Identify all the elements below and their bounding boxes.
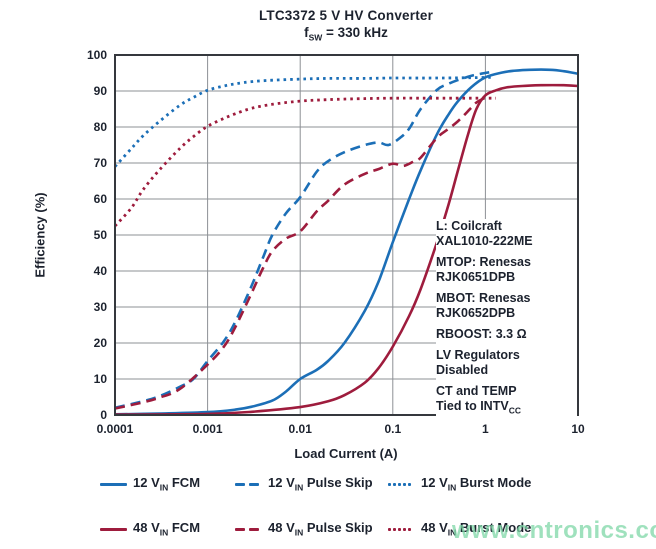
annotation-line: RJK0651DPB [436,270,577,285]
legend-item-48vin-fcm: 48 VIN FCM [100,520,201,538]
curve-12vin-pulse-skip [114,71,490,410]
x-tick-label: 0.1 [384,422,401,436]
curve-12vin-fcm [114,68,579,416]
chart-subtitle: fSW = 330 kHz [36,25,656,43]
curve-12vin-burst-mode [113,75,493,168]
annotation-line: L: Coilcraft [436,219,577,234]
annotation-text: Tied to INTV [436,399,509,413]
y-tick-label: 0 [100,408,107,422]
subtitle-symbol: f [304,25,309,40]
x-tick-label: 10 [571,422,585,436]
x-tick-label: 0.0001 [97,422,134,436]
annotation-text: MBOT: Renesas [436,291,531,305]
chart-title: LTC3372 5 V HV Converter [258,8,434,23]
legend-item-12vin-burst-mode: 12 VIN Burst Mode [388,475,532,493]
x-tick-label: 1 [482,422,489,436]
legend-item-48vin-burst-mode: 48 VIN Burst Mode [388,520,532,538]
annotation-text: RJK0651DPB [436,270,516,284]
annotation-line: Tied to INTVCC [436,399,577,419]
y-tick-label: 40 [94,264,108,278]
legend-item-12vin-pulse-skip: 12 VIN Pulse Skip [235,475,373,493]
curve-48vin-burst-mode [113,96,496,227]
legend-label: 12 VIN Pulse Skip [268,475,373,493]
subtitle-value: = 330 kHz [322,25,388,40]
annotation-text: Disabled [436,363,489,377]
y-tick-label: 30 [94,300,108,314]
annotation-line: RBOOST: 3.3 Ω [436,327,577,342]
y-tick-label: 100 [87,48,107,62]
plot-border [114,54,579,416]
y-tick-label: 70 [94,156,108,170]
y-tick-label: 80 [94,120,108,134]
annotation-line: Disabled [436,363,577,378]
legend-line-sample-dotted [388,527,415,531]
y-tick-label: 50 [94,228,108,242]
annotation-subscript: CC [508,405,521,416]
x-tick-label: 0.01 [289,422,313,436]
annotation-line: XAL1010-222ME [436,234,577,249]
annotation-text: CT and TEMP [436,384,517,398]
subtitle-subscript: SW [308,32,323,43]
chart-annotation: L: Coilcraft XAL1010-222ME MTOP: Renesas RJ… [436,219,577,419]
legend-item-12vin-fcm: 12 VIN FCM [100,475,201,493]
legend-line-sample-dashed [235,527,262,531]
annotation-line: MBOT: Renesas [436,291,577,306]
annotation-line: LV Regulators [436,348,577,363]
annotation-line: RJK0652DPB [436,306,577,321]
y-tick-label: 20 [94,336,108,350]
legend-label: 48 VIN Pulse Skip [268,520,373,538]
plot-area: 0.0001 0.001 0.01 0.1 1 100102030405060708090… [87,48,585,436]
legend-line-sample-solid [100,527,127,531]
annotation-text: RJK0652DPB [436,306,516,320]
legend-item-48vin-pulse-skip: 48 VIN Pulse Skip [235,520,373,538]
y-tick-label: 90 [94,84,108,98]
legend-label: 48 VIN Burst Mode [421,520,532,538]
legend-label: 48 VIN FCM [133,520,201,538]
annotation-text: L: Coilcraft [436,219,502,233]
curve-48vin-pulse-skip [114,96,487,410]
x-tick-label: 0.001 [193,422,223,436]
legend-label: 12 VIN FCM [133,475,201,493]
x-axis-label: Load Current (A) [294,446,398,461]
legend-line-sample-dotted [388,482,415,486]
watermark: www.cntronics.com [452,517,656,544]
annotation-text: MTOP: Renesas [436,255,531,269]
legend-line-sample-dashed [235,482,262,486]
annotation-text: RBOOST: 3.3 Ω [436,327,527,341]
annotation-text: LV Regulators [436,348,520,362]
annotation-text: XAL1010-222ME [436,234,533,248]
annotation-line: CT and TEMP [436,384,577,399]
legend-label: 12 VIN Burst Mode [421,475,532,493]
legend-line-sample-solid [100,482,127,486]
y-tick-label: 10 [94,372,108,386]
annotation-line: MTOP: Renesas [436,255,577,270]
y-tick-label: 60 [94,192,108,206]
